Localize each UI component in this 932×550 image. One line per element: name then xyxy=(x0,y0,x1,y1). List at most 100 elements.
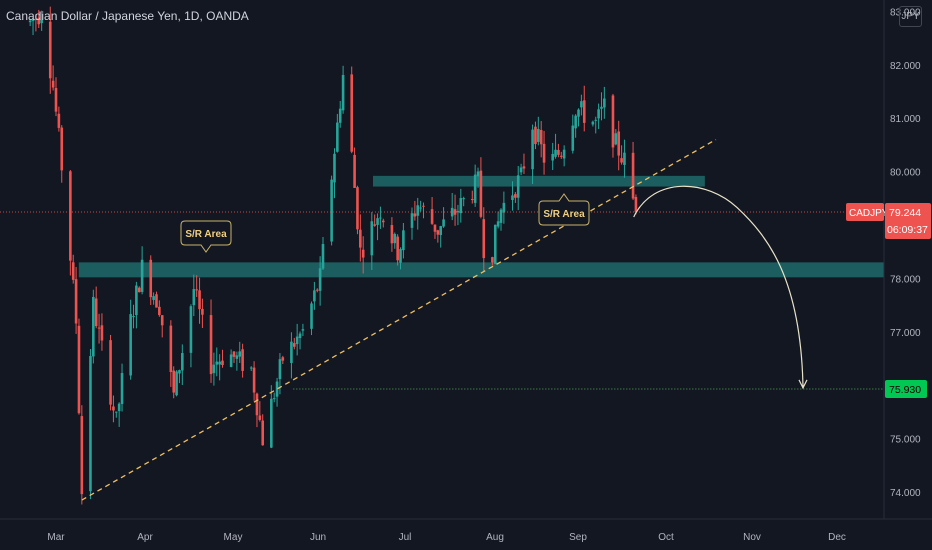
candle-body xyxy=(617,131,621,156)
candle-body xyxy=(330,179,333,242)
time-tick-label: Nov xyxy=(743,532,761,543)
ascending-trendline xyxy=(81,138,717,501)
candle-body xyxy=(238,351,242,357)
candle-body xyxy=(89,356,92,492)
sr-callout-upper: S/R Area xyxy=(538,193,590,226)
candle-body xyxy=(502,202,506,213)
candle-body xyxy=(201,308,204,315)
candle-body xyxy=(416,205,420,216)
time-tick-label: Jun xyxy=(310,532,326,543)
candle-body xyxy=(499,209,503,223)
candle-body xyxy=(603,98,606,108)
candle-body xyxy=(249,367,253,369)
candle-body xyxy=(51,80,55,88)
time-tick-label: Dec xyxy=(828,532,846,543)
candle-body xyxy=(597,109,600,119)
candle-body xyxy=(94,298,98,327)
candle-body xyxy=(114,411,118,413)
candle-body xyxy=(381,220,385,223)
candle-body xyxy=(623,152,626,165)
candle-body xyxy=(459,198,463,214)
candle-body xyxy=(69,171,72,261)
candle-body xyxy=(562,149,566,159)
candle-body xyxy=(534,126,537,145)
candle-body xyxy=(278,359,282,380)
candle-series xyxy=(28,6,638,505)
candle-body xyxy=(34,18,38,20)
candle-body xyxy=(537,128,540,142)
candle-body xyxy=(390,225,394,244)
candle-body xyxy=(218,361,221,365)
candle-body xyxy=(359,229,362,248)
currency-badge[interactable]: JPY xyxy=(899,6,922,27)
candle-body xyxy=(310,303,313,329)
candle-body xyxy=(252,367,256,393)
candle-body xyxy=(100,325,104,341)
time-axis[interactable]: Mar Apr May Jun Jul Aug Sep Oct Nov Dec xyxy=(0,518,932,543)
candle-body xyxy=(542,143,546,163)
sr-zone-2 xyxy=(78,262,885,278)
candle-body xyxy=(631,152,635,199)
candle-body xyxy=(270,398,273,448)
sr-zone-1 xyxy=(373,175,705,187)
candle-body xyxy=(77,325,81,414)
target-price-box xyxy=(885,379,927,398)
candle-body xyxy=(192,289,196,306)
callout-label: S/R Area xyxy=(543,209,585,220)
support-resistance-zones xyxy=(78,175,885,278)
candle-body xyxy=(149,259,153,298)
candle-body xyxy=(453,209,457,215)
price-tick-label: 81.000 xyxy=(890,114,921,125)
candle-body xyxy=(496,221,500,227)
candle-body xyxy=(275,381,279,397)
candle-body xyxy=(436,230,440,235)
candle-body xyxy=(396,236,399,261)
candle-body xyxy=(235,355,239,359)
callout-label: S/R Area xyxy=(185,229,227,240)
candle-body xyxy=(379,217,382,219)
candle-body xyxy=(120,373,124,404)
candle-body xyxy=(361,249,365,258)
candle-body xyxy=(60,127,64,171)
candle-body xyxy=(258,415,262,420)
candle-body xyxy=(221,360,224,366)
candle-body xyxy=(554,149,557,157)
candle-body xyxy=(80,416,84,495)
price-tick-label: 82.000 xyxy=(890,61,921,72)
candle-body xyxy=(313,290,316,302)
candle-body xyxy=(373,224,376,226)
candle-body xyxy=(140,259,144,292)
candle-body xyxy=(137,287,141,293)
candle-body xyxy=(514,194,517,198)
candle-body xyxy=(571,125,575,151)
candle-body xyxy=(155,294,158,308)
time-tick-label: May xyxy=(224,532,243,543)
candle-body xyxy=(160,315,164,326)
time-tick-label: Oct xyxy=(658,532,674,543)
candle-body xyxy=(519,167,523,173)
candle-body xyxy=(158,306,161,316)
time-tick-label: Jul xyxy=(399,532,412,543)
candle-body xyxy=(393,233,397,244)
candle-body xyxy=(419,207,422,209)
candle-body xyxy=(410,213,414,228)
candle-body xyxy=(28,20,32,23)
candle-body xyxy=(450,207,454,217)
candle-body xyxy=(92,296,95,357)
candle-body xyxy=(212,364,216,374)
candle-body xyxy=(433,224,437,232)
candle-body xyxy=(551,153,554,161)
candle-body xyxy=(336,122,339,152)
candle-body xyxy=(37,17,41,25)
price-tick-label: 77.000 xyxy=(890,328,921,339)
candle-body xyxy=(539,129,543,145)
candle-body xyxy=(178,370,181,374)
candle-body xyxy=(531,129,534,170)
price-tick-label: 83.000 xyxy=(890,7,921,18)
candle-body xyxy=(209,315,213,375)
candle-body xyxy=(456,211,460,213)
candle-body xyxy=(152,296,155,300)
callout-box xyxy=(180,220,232,253)
candle-body xyxy=(189,306,193,353)
